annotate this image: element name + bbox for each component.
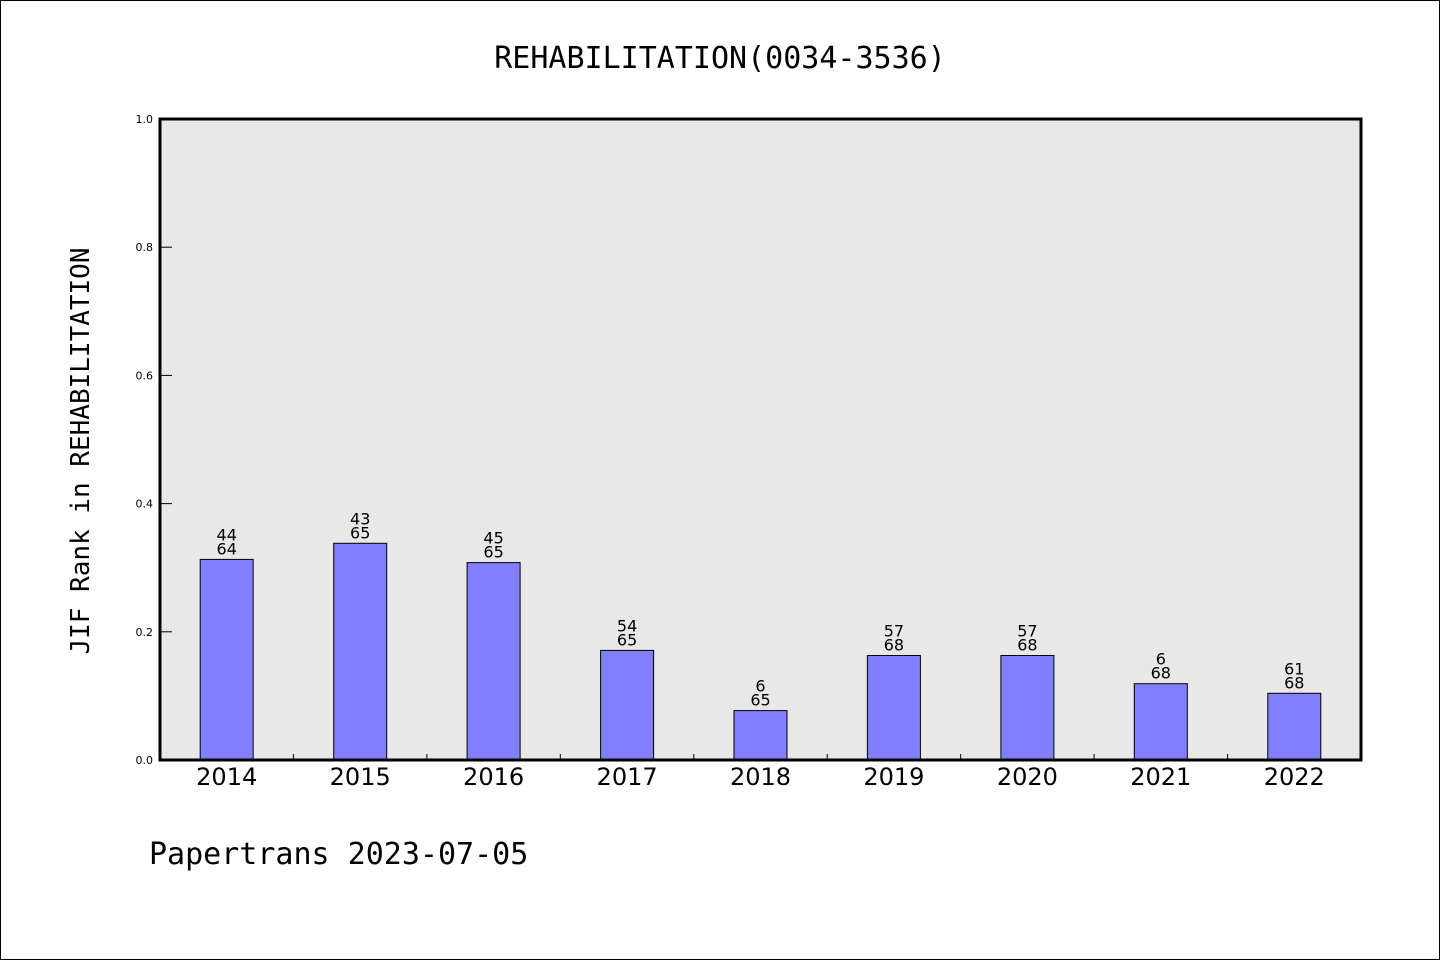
x-tick-label-2014: 2014	[196, 763, 257, 791]
bar-label-total-2019: 68	[884, 636, 904, 655]
bar-2022	[1267, 692, 1322, 761]
bar-label-rank-2021: 6	[1156, 650, 1166, 669]
bar-label-rank-2016: 45	[483, 529, 503, 548]
bar-label-total-2018: 65	[750, 691, 770, 710]
x-tick-label-2020: 2020	[997, 763, 1058, 791]
chart-title: REHABILITATION(0034-3536)	[494, 41, 946, 76]
y-tick-label-1.0: 1.0	[136, 113, 154, 126]
bar-label-total-2016: 65	[483, 543, 503, 562]
x-tick-label-2017: 2017	[597, 763, 658, 791]
bar-label-total-2022: 68	[1284, 673, 1304, 692]
plot-frame	[158, 117, 1363, 762]
y-axis-label: JIF Rank in REHABILITATION	[66, 248, 96, 655]
x-tick-label-2018: 2018	[730, 763, 791, 791]
bar-2019	[866, 655, 921, 761]
bar-2020	[1000, 655, 1055, 761]
y-tick-label-0.6: 0.6	[136, 369, 154, 382]
bar-label-rank-2018: 6	[755, 677, 765, 696]
bar-label-rank-2020: 57	[1017, 622, 1037, 641]
bar-2021	[1133, 683, 1188, 761]
y-tick-label-0.0: 0.0	[136, 754, 154, 767]
x-tick-label-2019: 2019	[863, 763, 924, 791]
bar-label-total-2015: 65	[350, 523, 370, 542]
bar-2015	[333, 542, 388, 761]
bar-label-rank-2014: 44	[217, 525, 237, 544]
bar-label-rank-2015: 43	[350, 509, 370, 528]
bar-label-total-2021: 68	[1151, 664, 1171, 683]
bar-label-total-2017: 65	[617, 630, 637, 649]
x-tick-label-2015: 2015	[330, 763, 391, 791]
bars-group	[199, 542, 1322, 761]
bar-label-rank-2017: 54	[617, 616, 637, 635]
y-tick-label-0.2: 0.2	[136, 626, 154, 639]
bar-label-total-2014: 64	[217, 539, 237, 558]
x-tick-label-2016: 2016	[463, 763, 524, 791]
x-axis-ticks: 2014 2015 2016 2017 2018 2019 2020 2021 2022	[196, 754, 1325, 791]
bar-2017	[600, 649, 655, 761]
bar-label-rank-2019: 57	[884, 622, 904, 641]
footer-credit: Papertrans 2023-07-05	[149, 837, 528, 872]
bar-label-total-2020: 68	[1017, 636, 1037, 655]
bar-label-rank-2022: 61	[1284, 659, 1304, 678]
bar-2014	[199, 558, 254, 761]
bar-2018	[733, 710, 788, 761]
x-tick-label-2022: 2022	[1264, 763, 1325, 791]
y-tick-label-0.4: 0.4	[136, 498, 154, 511]
y-tick-label-0.8: 0.8	[136, 241, 154, 254]
x-tick-label-2021: 2021	[1130, 763, 1191, 791]
bar-2016	[466, 562, 521, 761]
